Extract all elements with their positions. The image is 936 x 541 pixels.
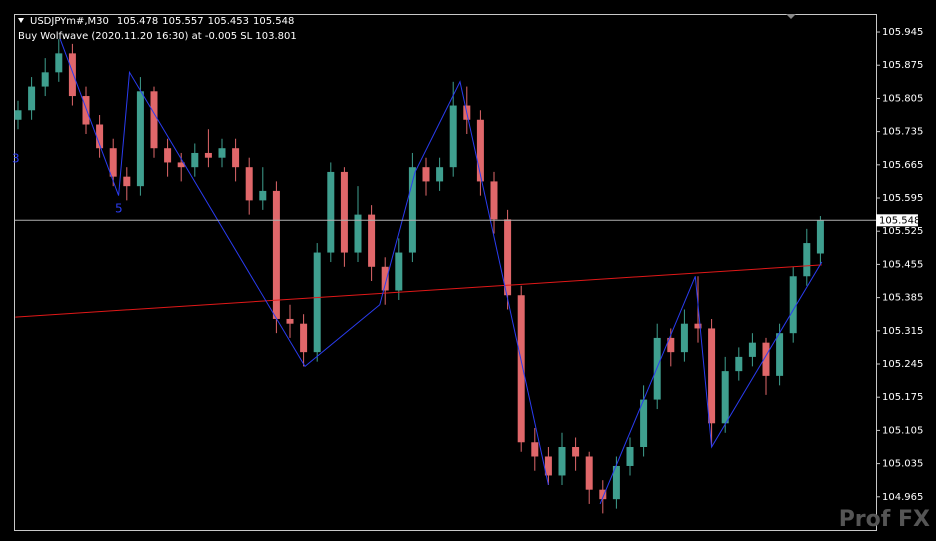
candle-body (177, 162, 185, 168)
candle-body (354, 214, 362, 253)
y-tick-label: 105.245 (882, 359, 923, 370)
shift-marker[interactable] (786, 14, 796, 19)
candle-body (164, 148, 172, 163)
chart-frame (14, 14, 877, 531)
candle-body (368, 214, 376, 267)
y-tick-label: 105.035 (882, 459, 923, 470)
candle-body (721, 371, 729, 424)
candle-body (28, 86, 36, 111)
candle-body (300, 323, 308, 353)
candle-body (517, 295, 525, 443)
candle-body (748, 342, 756, 357)
candle-body (55, 53, 63, 73)
symbol: USDJPYm#,M30 (30, 16, 109, 27)
candle-body (531, 442, 539, 457)
candle-body (572, 447, 580, 457)
candle-body (259, 190, 267, 201)
y-tick-label: 105.665 (882, 160, 923, 171)
candle-body (599, 489, 607, 500)
candle-body (667, 337, 675, 353)
candle-body (735, 356, 743, 372)
candle-body (96, 124, 104, 149)
trend-line (15, 264, 822, 318)
y-tick-label: 105.875 (882, 60, 923, 71)
candle-body (191, 152, 199, 168)
candle-body (585, 456, 593, 490)
candle-body (816, 220, 824, 254)
candle-body (558, 447, 566, 476)
candle-body (340, 171, 348, 253)
candle-body (408, 167, 416, 253)
candle-body (612, 465, 620, 500)
candle-body (776, 333, 784, 376)
candle-body (694, 323, 702, 329)
candle-body (640, 399, 648, 448)
candle-body (41, 72, 49, 87)
candle-body (204, 152, 212, 158)
watermark: Prof FX (839, 507, 930, 532)
ohlc-close: 105.548 (253, 16, 294, 27)
candle-body (14, 110, 22, 120)
chart-subtitle: Buy Wolfwave (2020.11.20 16:30) at -0.00… (18, 31, 297, 42)
y-tick-label: 105.595 (882, 193, 923, 204)
wolfwave-line (59, 38, 823, 505)
candle-body (232, 148, 240, 168)
candle-body (272, 190, 280, 319)
ohlc-high: 105.557 (162, 16, 203, 27)
candle-body (789, 276, 797, 334)
candle-body (762, 342, 770, 376)
candle-body (82, 96, 90, 125)
ohlc-low: 105.453 (208, 16, 249, 27)
candle-body (123, 176, 131, 187)
wave-label: 5 (115, 202, 123, 216)
y-tick-label: 105.455 (882, 259, 923, 270)
candle-body (109, 148, 117, 177)
candle-body (476, 119, 484, 182)
candle-body (150, 91, 158, 149)
candle-body (381, 266, 389, 291)
candle-body (544, 456, 552, 476)
candle-body (436, 167, 444, 182)
y-tick-label: 105.945 (882, 27, 923, 38)
candle-body (286, 318, 294, 324)
y-tick-label: 105.735 (882, 127, 923, 138)
candle-body (395, 252, 403, 291)
candle-body (490, 181, 498, 220)
candle-body (504, 219, 512, 296)
candle-body (708, 328, 716, 424)
candle-body (626, 447, 634, 466)
price-label-box (876, 214, 918, 227)
candle-body (422, 167, 430, 182)
ohlc-open: 105.478 (117, 16, 158, 27)
y-tick-label: 105.525 (882, 226, 923, 237)
candle-body (327, 171, 335, 253)
menu-arrow[interactable] (18, 18, 24, 23)
wave-label: 3 (12, 152, 20, 166)
candle-body (218, 148, 226, 158)
chart-title: USDJPYm#,M30 105.478 105.557 105.453 105.548 (30, 16, 294, 27)
y-tick-label: 104.965 (882, 492, 923, 503)
candle-body (68, 53, 76, 97)
y-tick-label: 105.175 (882, 392, 923, 403)
y-tick-label: 105.805 (882, 93, 923, 104)
candle-body (136, 91, 144, 187)
candle-body (653, 337, 661, 400)
candle-body (803, 243, 811, 277)
candle-body (680, 323, 688, 353)
price-label: 105.548 (879, 215, 920, 226)
candle-body (449, 105, 457, 168)
candle-body (245, 167, 253, 201)
y-tick-label: 105.105 (882, 425, 923, 436)
y-tick-label: 105.385 (882, 293, 923, 304)
y-tick-label: 105.315 (882, 326, 923, 337)
candle-body (313, 252, 321, 353)
